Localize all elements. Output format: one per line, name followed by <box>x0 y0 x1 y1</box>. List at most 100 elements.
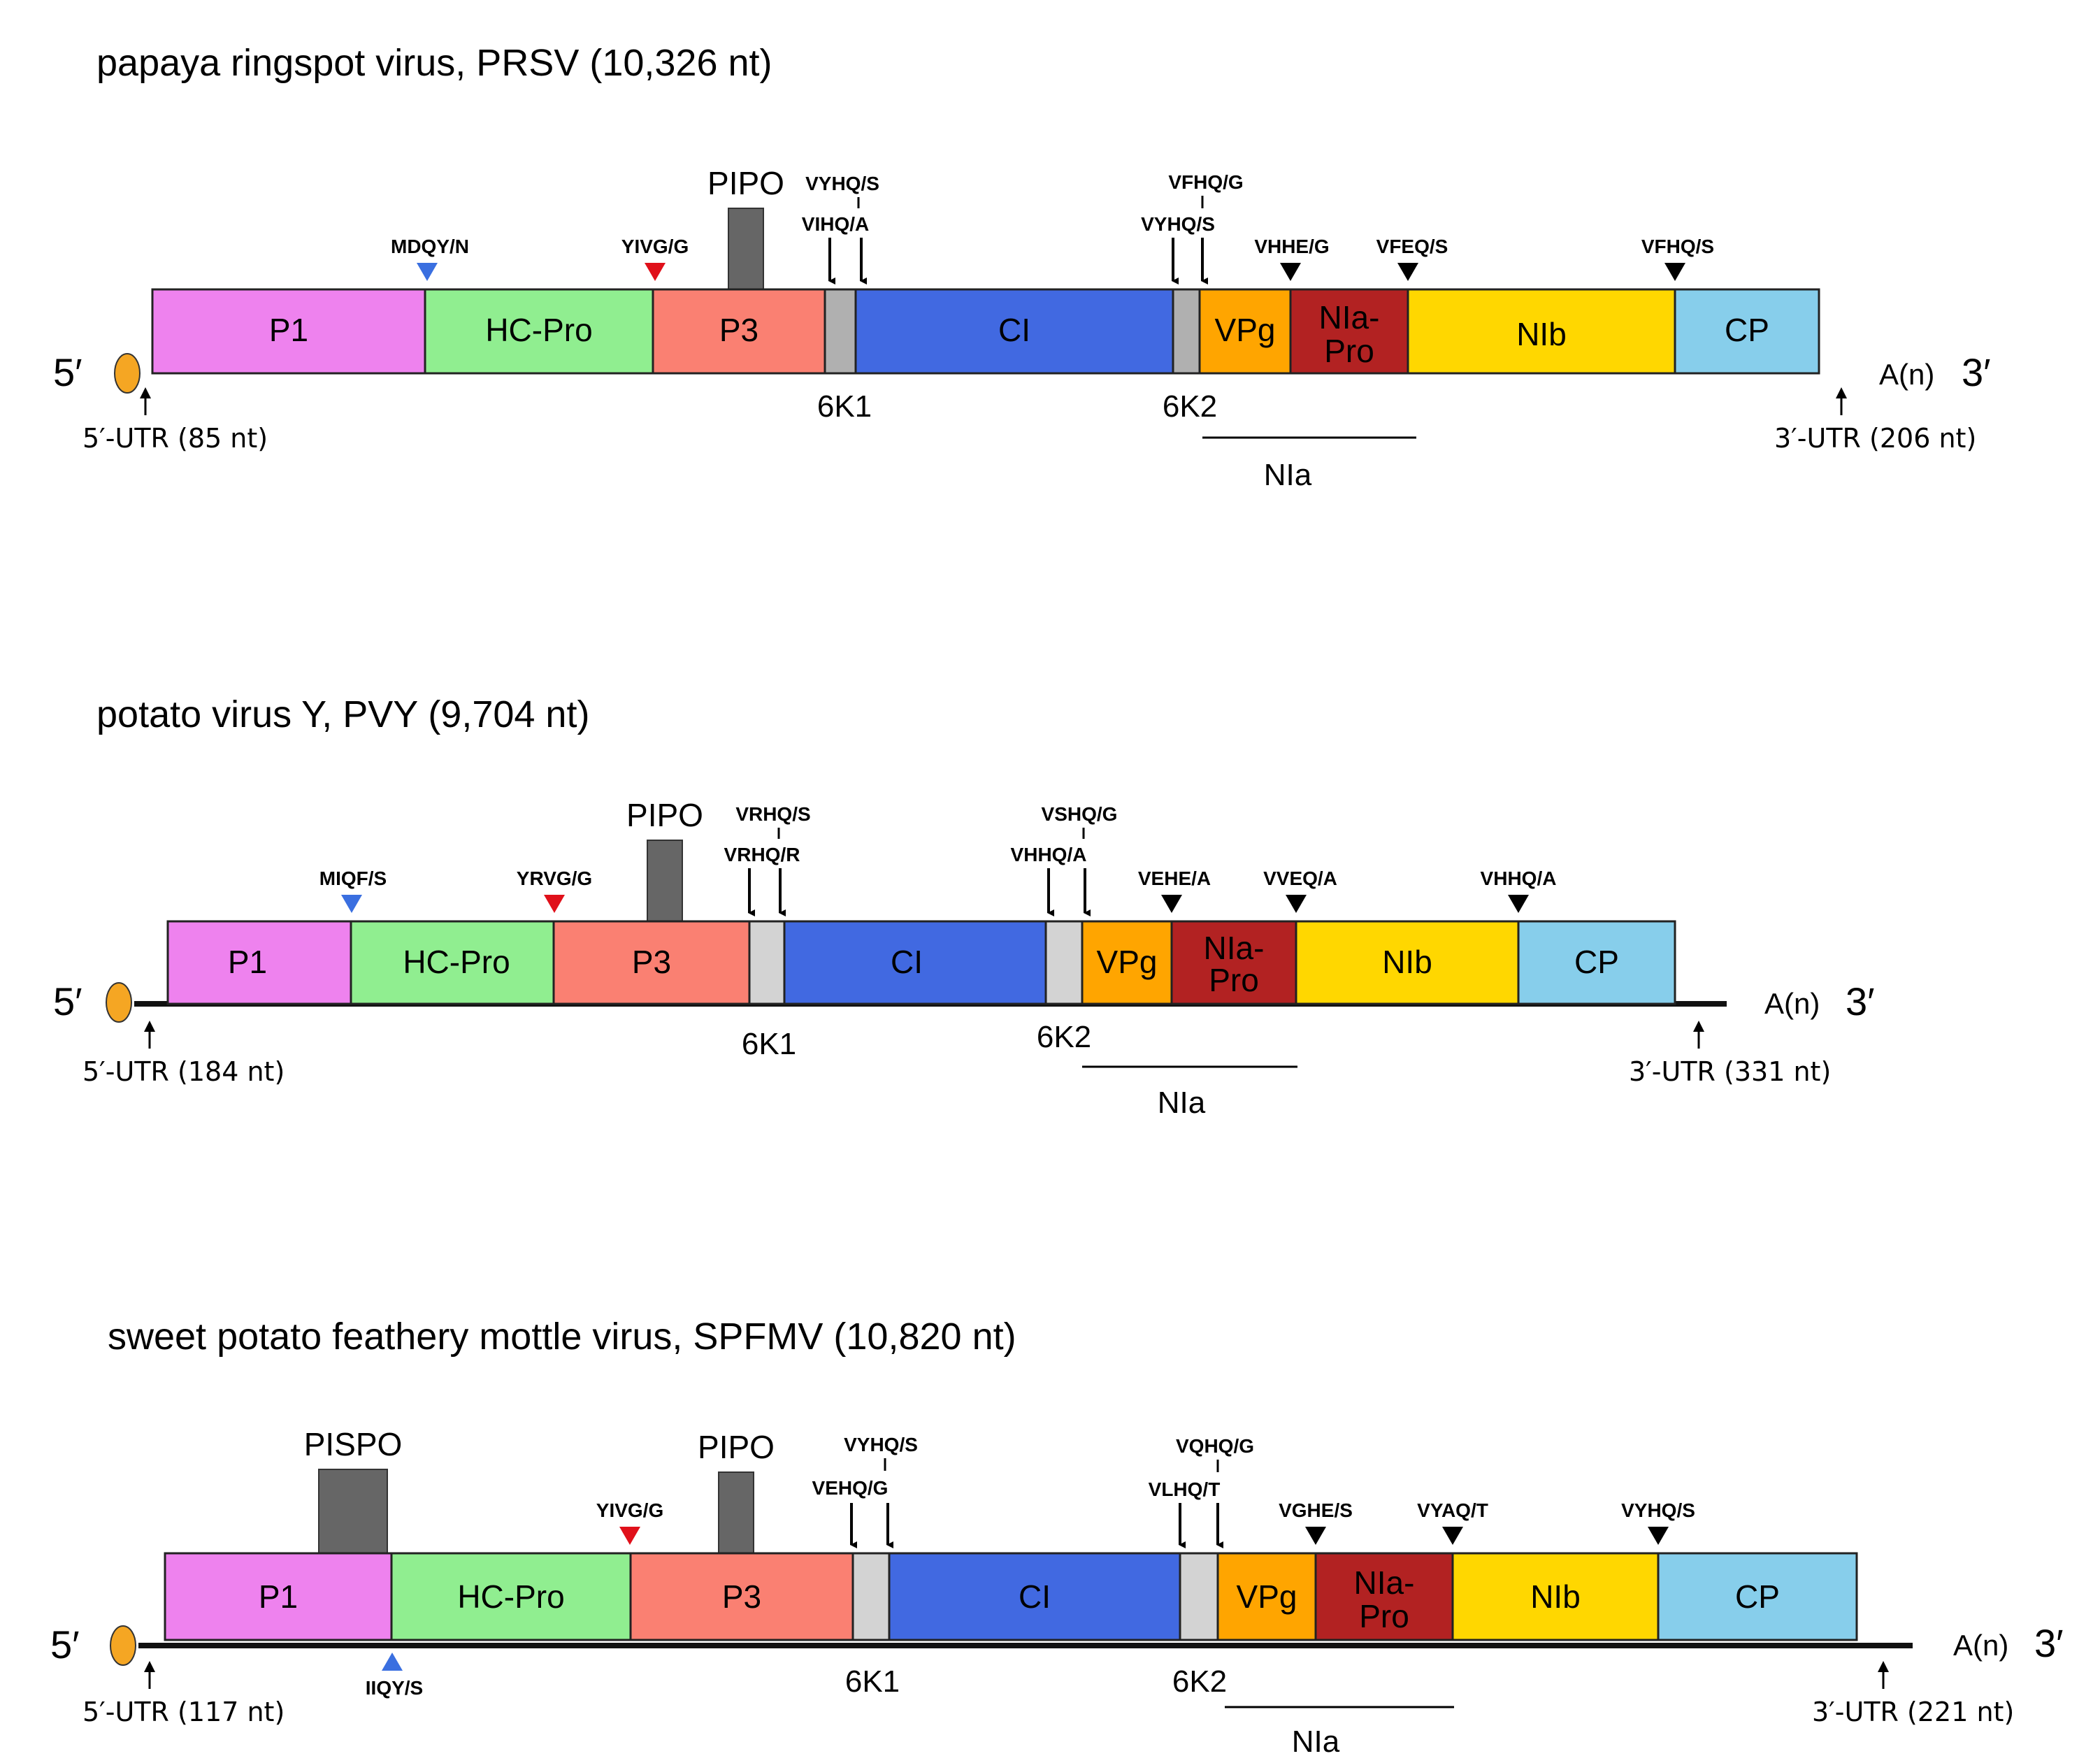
site-label: VRHQ/S <box>735 803 810 825</box>
cap-icon <box>114 353 141 394</box>
site-label: VYHQ/S <box>1621 1499 1695 1521</box>
virus-title: potato virus Y, PVY (9,704 nt) <box>96 693 589 735</box>
pispo-box <box>318 1469 388 1554</box>
site-label: YRVG/G <box>517 868 592 889</box>
utr3-arrowhead <box>1836 387 1847 398</box>
segment-p1 <box>166 920 352 1005</box>
site-label: VGHE/S <box>1279 1499 1353 1521</box>
segment-6k1 <box>824 288 857 375</box>
segment-label: Pro <box>1359 1598 1409 1634</box>
site-label: VHHQ/A <box>1481 868 1557 889</box>
site-label: VEHQ/G <box>812 1477 889 1499</box>
segment-hc-pro <box>390 1552 632 1641</box>
cleavage-triangle-blue <box>382 1653 403 1671</box>
site-label: MIQF/S <box>319 868 387 889</box>
segment-6k1 <box>851 1552 891 1641</box>
segment-label: P1 <box>269 312 308 348</box>
segment-label: CI <box>998 312 1030 348</box>
site-label: VHHE/G <box>1254 236 1329 257</box>
segment-label: P3 <box>719 312 758 348</box>
segment-label: NIb <box>1516 316 1567 352</box>
segment-label: Pro <box>1209 962 1259 998</box>
utr5-label: 5′-UTR (85 nt) <box>82 423 268 454</box>
segment-p3 <box>629 1552 854 1641</box>
segment-label: VPg <box>1237 1578 1297 1615</box>
site-label: VIHQ/A <box>802 213 869 235</box>
utr5-label: 5′-UTR (184 nt) <box>82 1056 285 1087</box>
cleavage-triangle-black <box>1508 895 1529 913</box>
segment-label: HC-Pro <box>403 944 510 980</box>
utr5-label: 5′-UTR (117 nt) <box>82 1697 285 1727</box>
polya-label: A(n) <box>1764 987 1820 1020</box>
cleavage-triangle-black <box>1280 263 1301 281</box>
label-nia: NIa <box>1158 1086 1206 1120</box>
site-label: IIQY/S <box>366 1677 423 1699</box>
three-prime-label: 3′ <box>2034 1621 2064 1665</box>
pipo-box <box>718 1471 754 1554</box>
segment-nib <box>1295 920 1520 1005</box>
segment-label: HC-Pro <box>457 1578 564 1615</box>
five-prime-label: 5′ <box>53 979 82 1023</box>
segment-p1 <box>151 288 426 375</box>
three-prime-label: 3′ <box>1846 979 1875 1023</box>
segment-p1 <box>164 1552 393 1641</box>
five-prime-label: 5′ <box>53 350 82 394</box>
segment-label: CP <box>1735 1578 1780 1615</box>
pipo-label: PIPO <box>698 1429 775 1465</box>
segment-p3 <box>652 288 826 375</box>
virus-prsv: papaya ringspot virus, PRSV (10,326 nt) … <box>53 42 1991 492</box>
virus-title: sweet potato feathery mottle virus, SPFM… <box>108 1316 1016 1358</box>
site-label: VYHQ/S <box>844 1434 918 1455</box>
cleavage-triangle-black <box>1305 1527 1326 1545</box>
segment-label: CP <box>1574 944 1619 980</box>
label-6k1: 6K1 <box>742 1027 796 1061</box>
cleavage-triangle-black <box>1397 263 1418 281</box>
segment-6k2 <box>1172 288 1201 375</box>
segment-label: P1 <box>228 944 267 980</box>
label-6k1: 6K1 <box>845 1664 900 1699</box>
segment-nib <box>1451 1552 1660 1641</box>
pipo-label: PIPO <box>707 165 784 201</box>
site-label: VEHE/A <box>1138 868 1211 889</box>
utr3-label: 3′-UTR (206 nt) <box>1774 423 1976 454</box>
site-label: VFHQ/G <box>1168 171 1243 193</box>
utr3-label: 3′-UTR (331 nt) <box>1629 1056 1831 1087</box>
utr5-arrowhead <box>144 1661 155 1672</box>
segment-ci <box>783 920 1047 1005</box>
segment-label: HC-Pro <box>485 312 592 348</box>
segment-vpg <box>1198 288 1292 375</box>
segment-hc-pro <box>350 920 555 1005</box>
site-label: VVEQ/A <box>1263 868 1337 889</box>
segment-6k2 <box>1044 920 1084 1005</box>
pipo-box <box>647 840 683 922</box>
cleavage-triangle-blue <box>417 263 438 281</box>
site-label: VLHQ/T <box>1149 1478 1221 1500</box>
label-nia: NIa <box>1264 458 1312 492</box>
virus-pvy: potato virus Y, PVY (9,704 nt) PIPO P1 H… <box>53 693 1875 1120</box>
site-label: MDQY/N <box>391 236 469 257</box>
segment-label: P3 <box>632 944 671 980</box>
segment-label: VPg <box>1097 944 1158 980</box>
site-label: VFEQ/S <box>1376 236 1448 257</box>
segment-6k2 <box>1179 1552 1219 1641</box>
pispo-label: PISPO <box>304 1426 403 1462</box>
utr3-arrowhead <box>1693 1021 1704 1032</box>
cleavage-triangle-red <box>619 1527 640 1545</box>
segment-nia-pro <box>1314 1552 1454 1641</box>
cleavage-triangle-black <box>1286 895 1307 913</box>
cleavage-triangle-red <box>645 263 666 281</box>
segment-label: Pro <box>1324 333 1374 369</box>
cleavage-triangle-black <box>1648 1527 1669 1545</box>
site-label: VRHQ/R <box>724 844 800 865</box>
pipo-label: PIPO <box>626 797 703 833</box>
cap-icon <box>110 1625 136 1666</box>
segment-ci <box>888 1552 1181 1641</box>
site-label: VYHQ/S <box>1141 213 1215 235</box>
segment-nib <box>1407 288 1676 375</box>
segment-label: CP <box>1725 312 1769 348</box>
cleavage-triangle-red <box>544 895 565 913</box>
label-6k2: 6K2 <box>1163 389 1217 424</box>
segment-hc-pro <box>424 288 654 375</box>
label-6k2: 6K2 <box>1172 1664 1227 1699</box>
segment-cp <box>1674 288 1820 375</box>
